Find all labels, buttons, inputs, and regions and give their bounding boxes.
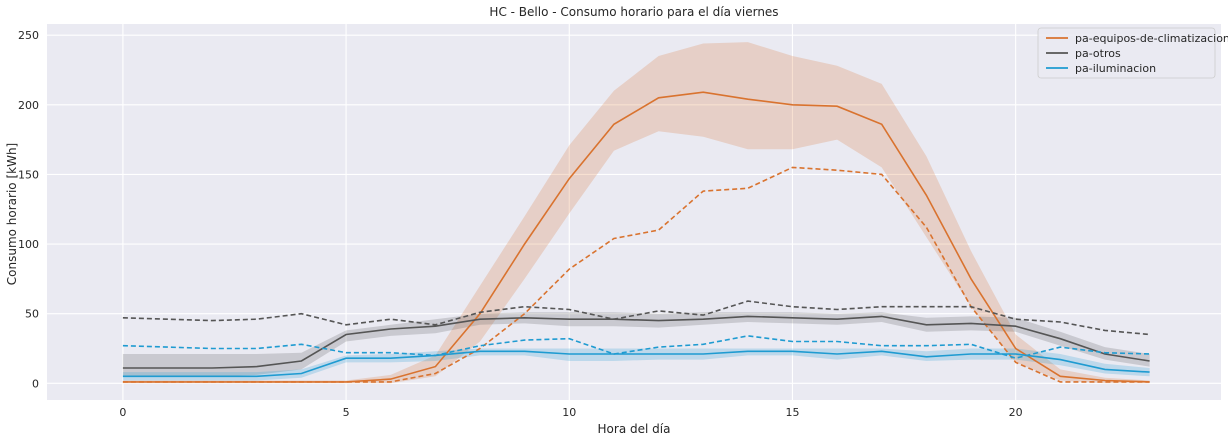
x-tick-label: 20	[1009, 406, 1023, 419]
legend-box	[1037, 27, 1216, 79]
y-axis-label: Consumo horario [kWh]	[5, 143, 19, 285]
chart-title: HC - Bello - Consumo horario para el día…	[489, 5, 778, 19]
x-tick-label: 10	[562, 406, 576, 419]
x-axis-label: Hora del día	[598, 422, 671, 436]
y-tick-label: 100	[18, 238, 39, 251]
confidence-bands	[122, 42, 1150, 384]
confidence-band	[122, 42, 1150, 384]
legend-label: pa-otros	[1075, 47, 1121, 60]
legend-label: pa-equipos-de-climatizacion	[1075, 32, 1228, 45]
y-tick-label: 150	[18, 168, 39, 181]
series-mean-line	[122, 315, 1150, 369]
series-mean-line	[122, 350, 1150, 378]
y-tick-label: 250	[18, 29, 39, 42]
confidence-band	[122, 348, 1150, 381]
x-tick-label: 15	[785, 406, 799, 419]
x-tick-labels: 0 5 10 15 20	[119, 406, 1022, 419]
y-tick-label: 0	[32, 377, 39, 390]
x-tick-label: 0	[119, 406, 126, 419]
confidence-band	[122, 312, 1150, 377]
y-tick-labels: 0 50 100 150 200 250	[18, 29, 39, 390]
grid	[47, 24, 1221, 400]
series-mean-line	[122, 91, 1150, 383]
series-dashed-line	[122, 300, 1150, 336]
legend: pa-equipos-de-climatizacion pa-otros pa-il…	[1037, 27, 1228, 79]
legend-label: pa-iluminacion	[1075, 62, 1156, 75]
y-tick-label: 50	[25, 308, 39, 321]
series-lines	[122, 91, 1150, 383]
x-tick-label: 5	[343, 406, 350, 419]
series-dashed-line	[122, 335, 1150, 360]
y-tick-label: 200	[18, 99, 39, 112]
plot-background	[47, 24, 1221, 400]
